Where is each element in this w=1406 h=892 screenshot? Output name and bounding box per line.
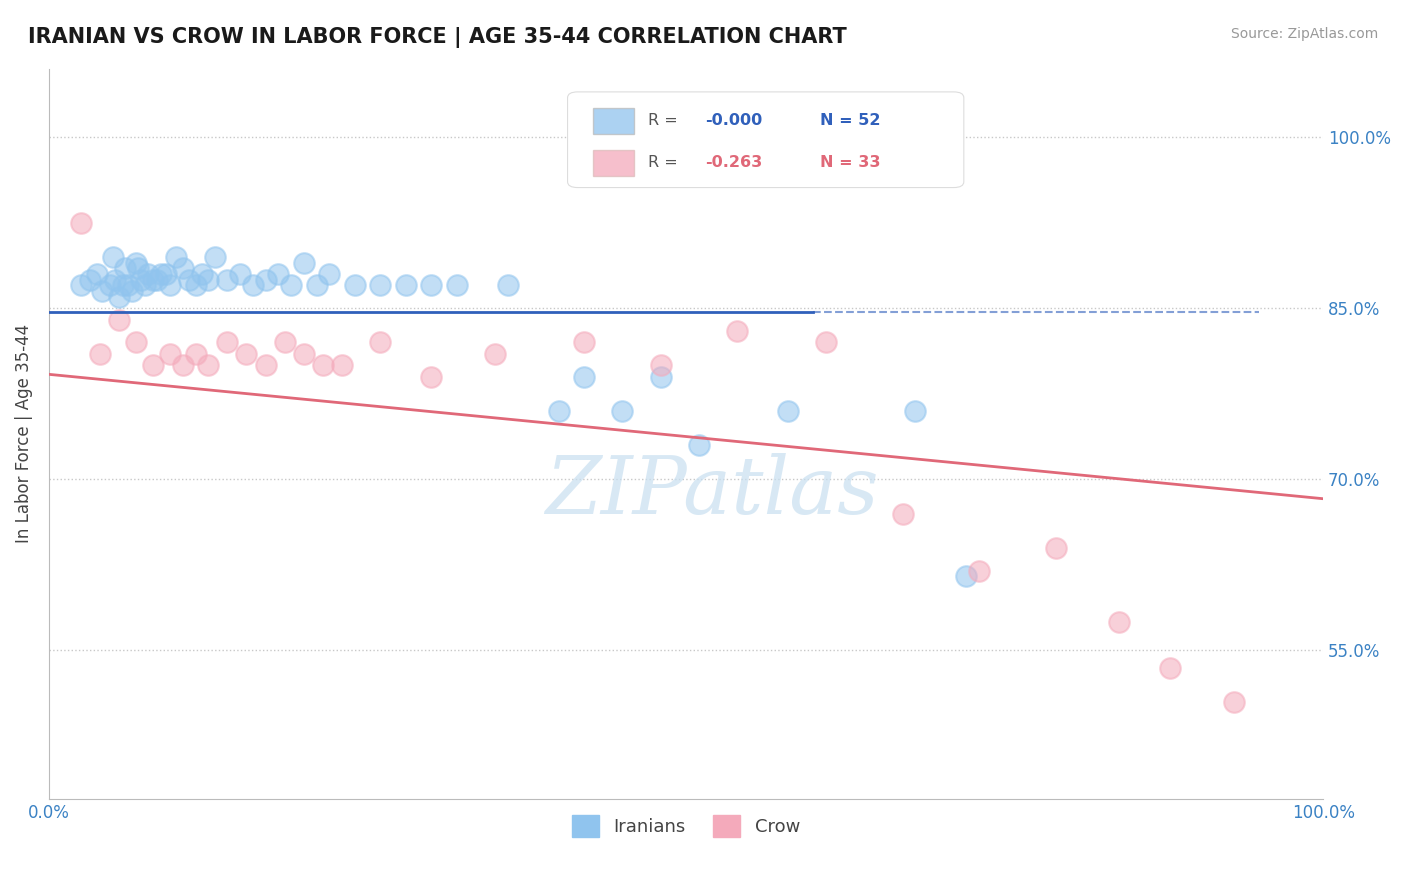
Point [108, 312, 131, 326]
Point [127, 261, 149, 276]
Point [191, 267, 214, 281]
Point [204, 250, 226, 264]
Point [134, 278, 156, 293]
Point [267, 267, 290, 281]
Point [967, 564, 990, 578]
Point [159, 278, 181, 293]
Point [197, 358, 219, 372]
Text: R =: R = [648, 113, 683, 128]
Point [891, 507, 914, 521]
Point [368, 278, 391, 293]
Point [124, 255, 146, 269]
Point [217, 335, 239, 350]
Point [312, 358, 335, 372]
Point [572, 335, 595, 350]
Point [273, 335, 295, 350]
Point [254, 358, 277, 372]
Point [446, 278, 468, 293]
Point [146, 272, 169, 286]
Point [1223, 695, 1246, 709]
Point [229, 267, 252, 281]
Point [420, 369, 443, 384]
Point [104, 272, 127, 286]
Point [91, 284, 114, 298]
Point [98, 278, 121, 293]
Point [69, 216, 91, 230]
Point [155, 267, 177, 281]
FancyBboxPatch shape [593, 150, 634, 177]
Point [121, 284, 143, 298]
Point [650, 369, 672, 384]
Text: ZIPatlas: ZIPatlas [544, 453, 879, 531]
Text: IRANIAN VS CROW IN LABOR FORCE | AGE 35-44 CORRELATION CHART: IRANIAN VS CROW IN LABOR FORCE | AGE 35-… [28, 27, 846, 48]
Point [330, 358, 353, 372]
Y-axis label: In Labor Force | Age 35-44: In Labor Force | Age 35-44 [15, 324, 32, 543]
Point [117, 278, 139, 293]
Point [142, 358, 165, 372]
Point [114, 261, 136, 276]
Point [815, 335, 838, 350]
Point [688, 438, 710, 452]
Point [111, 278, 134, 293]
Point [280, 278, 302, 293]
Point [179, 272, 201, 286]
Point [904, 404, 927, 418]
Point [217, 272, 239, 286]
Point [150, 267, 173, 281]
Point [318, 267, 340, 281]
Point [572, 369, 595, 384]
Point [254, 272, 277, 286]
Point [292, 347, 315, 361]
Point [368, 335, 391, 350]
Point [305, 278, 328, 293]
Point [138, 267, 160, 281]
Point [108, 290, 131, 304]
Point [292, 255, 315, 269]
Point [197, 272, 219, 286]
Point [343, 278, 366, 293]
Point [142, 272, 165, 286]
Point [496, 278, 519, 293]
Point [1159, 660, 1181, 674]
Point [172, 358, 194, 372]
Point [172, 261, 194, 276]
Point [86, 267, 108, 281]
Point [1045, 541, 1067, 555]
Point [89, 347, 111, 361]
Point [547, 404, 569, 418]
Point [124, 335, 146, 350]
Point [101, 250, 124, 264]
Point [420, 278, 443, 293]
Text: -0.263: -0.263 [706, 155, 762, 170]
Text: N = 52: N = 52 [820, 113, 880, 128]
Point [612, 404, 634, 418]
Point [776, 404, 799, 418]
Point [129, 272, 152, 286]
Text: R =: R = [648, 155, 683, 170]
FancyBboxPatch shape [568, 92, 965, 187]
Point [69, 278, 91, 293]
Point [79, 272, 101, 286]
Point [184, 278, 207, 293]
Point [650, 358, 672, 372]
Point [165, 250, 187, 264]
Text: -0.000: -0.000 [706, 113, 762, 128]
Point [955, 569, 977, 583]
Point [242, 278, 264, 293]
Text: Source: ZipAtlas.com: Source: ZipAtlas.com [1230, 27, 1378, 41]
Point [395, 278, 418, 293]
Text: N = 33: N = 33 [820, 155, 880, 170]
Point [159, 347, 181, 361]
Point [1108, 615, 1130, 629]
Point [235, 347, 257, 361]
Point [725, 324, 748, 338]
Legend: Iranians, Crow: Iranians, Crow [565, 808, 807, 845]
Point [484, 347, 506, 361]
FancyBboxPatch shape [593, 108, 634, 135]
Point [184, 347, 207, 361]
